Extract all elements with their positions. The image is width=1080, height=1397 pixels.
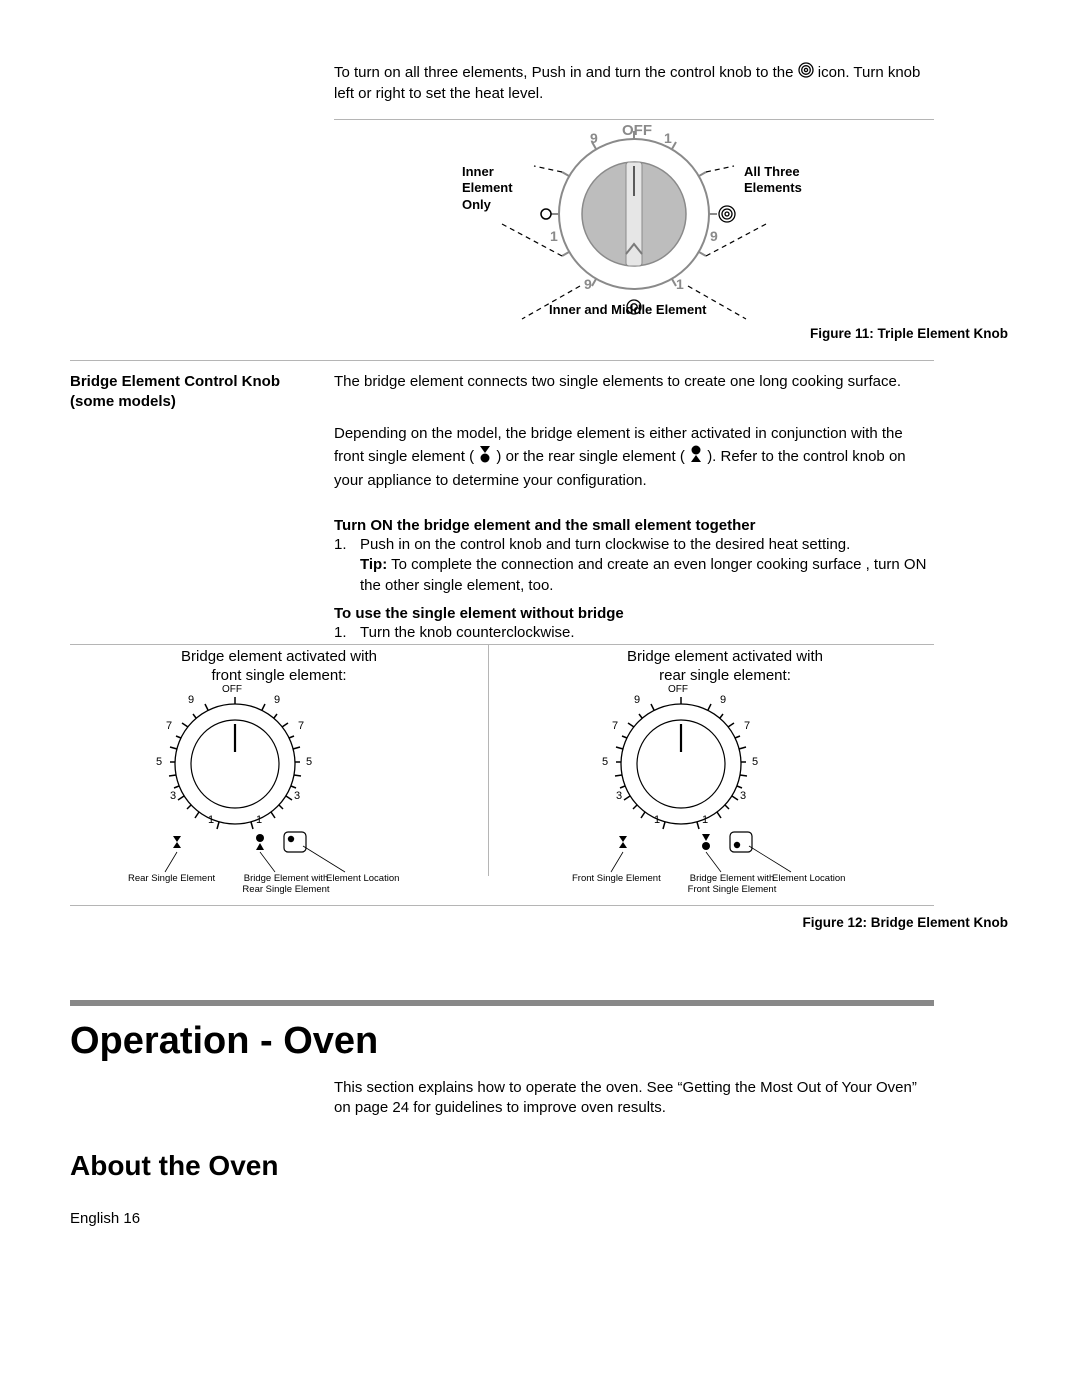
h1-operation-oven: Operation - Oven <box>70 1020 378 1063</box>
bridge-sub2-item: Turn the knob counterclockwise. <box>360 623 934 643</box>
bridge-sub1-head: Turn ON the bridge element and the small… <box>334 516 934 536</box>
bridge-side-2: (some models) <box>70 392 310 412</box>
fig12r-l9: 9 <box>634 694 640 706</box>
fig12r-r5: 5 <box>752 756 758 768</box>
bridge-sub1-item: Push in on the control knob and turn clo… <box>360 536 850 553</box>
fig12r-l3: 3 <box>616 790 622 802</box>
bridge-side-heading: Bridge Element Control Knob (some models… <box>70 372 310 413</box>
fig12r-l7: 7 <box>612 720 618 732</box>
rule-top-fig12 <box>70 644 934 645</box>
fig12r-elloc: Element Location <box>772 873 845 884</box>
fig12-rt2: rear single element: <box>516 667 934 686</box>
fig11-left-1: Inner <box>462 164 513 180</box>
fig12l-r9: 9 <box>274 694 280 706</box>
fig12l-l9: 9 <box>188 694 194 706</box>
fig11-9a: 9 <box>590 130 598 146</box>
fig11-9c: 9 <box>584 276 592 292</box>
fig12l-off: OFF <box>222 684 242 695</box>
fig12-caption: Figure 12: Bridge Element Knob <box>802 915 1008 930</box>
fig12l-bridge-2: Rear Single Element <box>226 884 346 895</box>
bridge-sub2-head: To use the single element without bridge <box>334 604 934 624</box>
fig12l-l1: 1 <box>208 814 214 826</box>
fig11-right-2: Elements <box>744 180 802 196</box>
bridge-side-1: Bridge Element Control Knob <box>70 372 310 392</box>
bridge-sub1-num: 1. <box>334 535 354 555</box>
rule-top-fig11 <box>334 119 934 120</box>
bridge-sub1-tip: To complete the connection and create an… <box>360 556 926 593</box>
fig11-off: OFF <box>622 122 652 139</box>
fig12r-bridge-2: Front Single Element <box>672 884 792 895</box>
fig12-lt2: front single element: <box>70 667 488 686</box>
fig12-lt1: Bridge element activated with <box>70 648 488 667</box>
fig12-left-title: Bridge element activated with front sing… <box>70 648 488 686</box>
fig12l-rear-single: Rear Single Element <box>128 873 215 884</box>
h2-about-the-oven: About the Oven <box>70 1150 278 1182</box>
fig12-left: Bridge element activated with front sing… <box>70 648 488 873</box>
fig11-left-3: Only <box>462 197 513 213</box>
fig11-1c: 1 <box>676 276 684 292</box>
fig12-right-title: Bridge element activated with rear singl… <box>516 648 934 686</box>
operation-p1: This section explains how to operate the… <box>334 1078 934 1119</box>
fig12l-r7: 7 <box>298 720 304 732</box>
fig12l-elloc: Element Location <box>326 873 399 884</box>
fig12r-off: OFF <box>668 684 688 695</box>
fig11-right-1: All Three <box>744 164 802 180</box>
bridge-icon-rear <box>689 444 703 470</box>
fig12r-front-single: Front Single Element <box>572 873 661 884</box>
section-rule <box>70 1000 934 1006</box>
bridge-p1: The bridge element connects two single e… <box>334 372 934 392</box>
fig12r-r1: 1 <box>702 814 708 826</box>
bridge-p2: Depending on the model, the bridge eleme… <box>334 424 934 491</box>
intro-paragraph: To turn on all three elements, Push in a… <box>334 62 934 105</box>
fig12r-r7: 7 <box>744 720 750 732</box>
fig11-label-right: All Three Elements <box>744 164 802 197</box>
fig11-1b: 1 <box>550 228 558 244</box>
concentric-icon <box>798 62 814 84</box>
fig11-label-left: Inner Element Only <box>462 164 513 213</box>
fig11-1a: 1 <box>664 130 672 146</box>
fig12l-l5: 5 <box>156 756 162 768</box>
fig12-right: Bridge element activated with rear singl… <box>516 648 934 873</box>
fig11-9b: 9 <box>710 228 718 244</box>
fig11-label-bottom: Inner and Middle Element <box>549 302 706 317</box>
fig12l-l3: 3 <box>170 790 176 802</box>
fig12l-r3: 3 <box>294 790 300 802</box>
fig12l-l7: 7 <box>166 720 172 732</box>
fig12r-r3: 3 <box>740 790 746 802</box>
fig12r-l5: 5 <box>602 756 608 768</box>
page-footer: English 16 <box>70 1210 140 1227</box>
fig12l-r5: 5 <box>306 756 312 768</box>
intro-text-a: To turn on all three elements, Push in a… <box>334 64 798 81</box>
rule-under-fig11 <box>70 360 934 361</box>
bridge-sub1-tip-label: Tip: <box>360 556 387 573</box>
fig12-rt1: Bridge element activated with <box>516 648 934 667</box>
bridge-sub1-body: Push in on the control knob and turn clo… <box>360 535 934 596</box>
fig12r-l1: 1 <box>654 814 660 826</box>
bridge-icon-front <box>478 444 492 470</box>
bridge-sub2-num: 1. <box>334 623 354 643</box>
fig12l-r1: 1 <box>256 814 262 826</box>
fig12r-r9: 9 <box>720 694 726 706</box>
figure-11: OFF 9 1 1 9 9 1 Inner Element Only All T… <box>334 124 934 319</box>
fig12-divider <box>488 644 489 876</box>
fig11-caption: Figure 11: Triple Element Knob <box>810 326 1008 341</box>
rule-under-fig12 <box>70 905 934 906</box>
fig11-left-2: Element <box>462 180 513 196</box>
bridge-p2b: ) or the rear single element ( <box>496 448 684 465</box>
